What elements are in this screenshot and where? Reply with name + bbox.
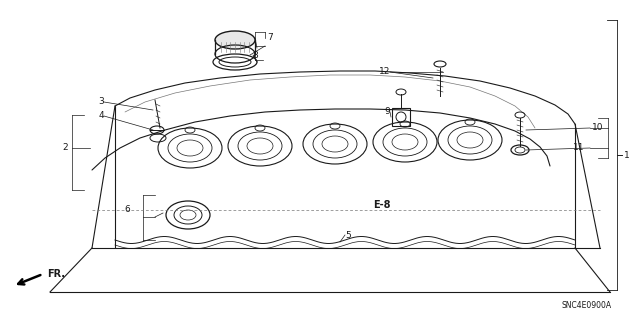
Text: 4: 4 — [99, 112, 104, 121]
Bar — [392, 108, 410, 126]
Text: 9: 9 — [384, 108, 390, 116]
Ellipse shape — [215, 31, 255, 49]
Text: SNC4E0900A: SNC4E0900A — [562, 300, 612, 309]
Text: 11: 11 — [573, 144, 584, 152]
Text: 12: 12 — [379, 68, 390, 77]
Text: E-8: E-8 — [373, 200, 391, 210]
Text: 10: 10 — [592, 123, 604, 132]
Text: 3: 3 — [99, 98, 104, 107]
Text: FR.: FR. — [47, 269, 65, 279]
Text: 1: 1 — [624, 151, 630, 160]
Text: 8: 8 — [252, 50, 258, 60]
Text: 2: 2 — [62, 144, 68, 152]
Text: 7: 7 — [267, 33, 273, 42]
Text: 6: 6 — [124, 205, 130, 214]
Text: 5: 5 — [345, 231, 351, 240]
